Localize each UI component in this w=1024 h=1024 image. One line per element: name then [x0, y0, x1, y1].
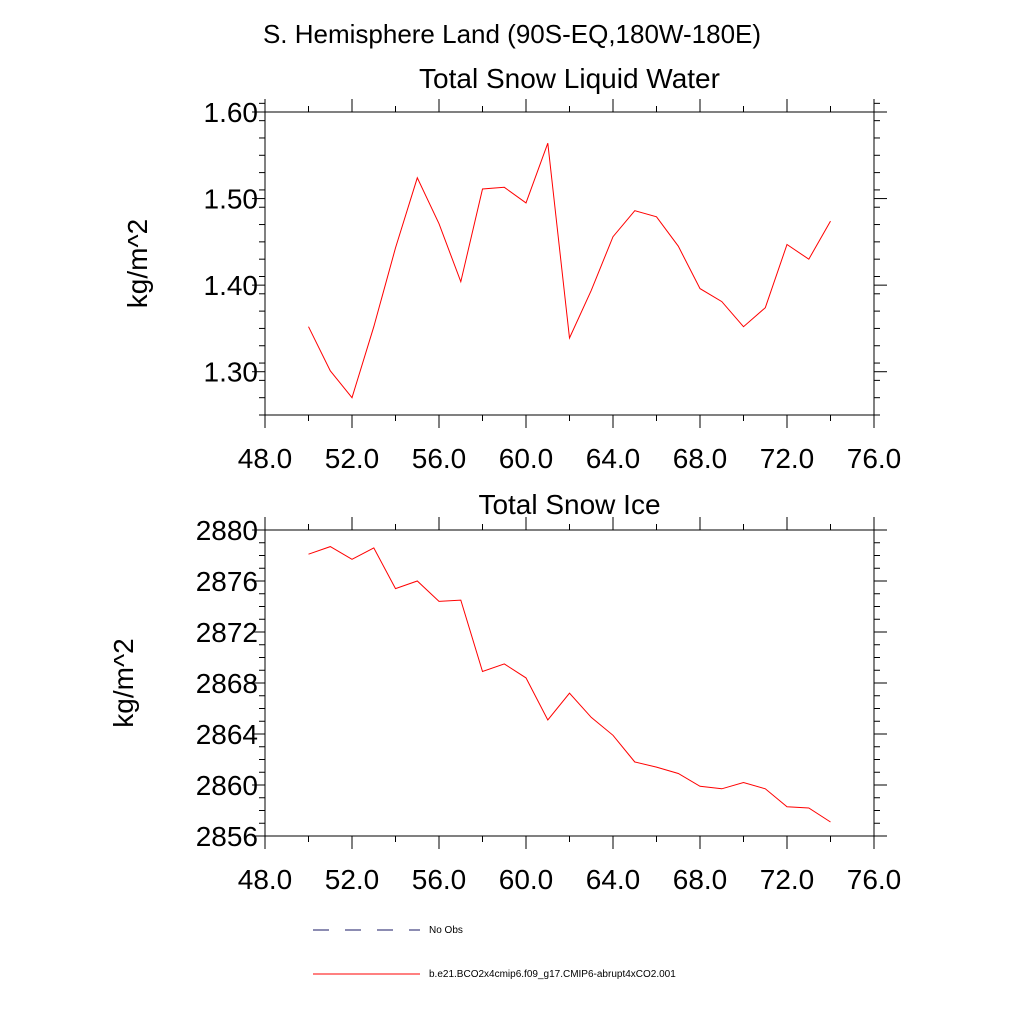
- x-tick-label: 52.0: [325, 443, 380, 474]
- x-tick-label: 68.0: [673, 864, 728, 895]
- y-tick-label: 2864: [196, 719, 258, 750]
- panel-title: Total Snow Ice: [478, 489, 660, 520]
- x-tick-label: 76.0: [847, 443, 902, 474]
- x-tick-label: 76.0: [847, 864, 902, 895]
- y-tick-label: 2880: [196, 515, 258, 546]
- y-tick-label: 2868: [196, 668, 258, 699]
- legend: No Obs b.e21.BCO2x4cmip6.f09_g17.CMIP6-a…: [313, 925, 676, 980]
- snow-ice-panel: Total Snow Ice 48.0 52.0 56.0 60.0 64.0 68.0 72…: [108, 489, 901, 895]
- y-tick-label: 2872: [196, 617, 258, 648]
- legend-model-label: b.e21.BCO2x4cmip6.f09_g17.CMIP6-abrupt4x…: [429, 969, 676, 980]
- x-tick-label: 48.0: [238, 864, 293, 895]
- y-tick-label: 1.30: [204, 357, 259, 388]
- y-tick-label: 2876: [196, 566, 258, 597]
- legend-no-obs-label: No Obs: [429, 925, 463, 936]
- panel-title: Total Snow Liquid Water: [419, 63, 720, 94]
- plot-frame: [264, 529, 875, 837]
- y-tick-label: 1.60: [204, 97, 259, 128]
- y-tick-label: 2860: [196, 770, 258, 801]
- x-tick-label: 60.0: [499, 864, 554, 895]
- series-line: [308, 143, 831, 399]
- x-tick-label: 64.0: [586, 443, 641, 474]
- x-tick-label: 64.0: [586, 864, 641, 895]
- x-tick-label: 60.0: [499, 443, 554, 474]
- y-tick-label: 1.40: [204, 270, 259, 301]
- x-tick-label: 52.0: [325, 864, 380, 895]
- x-tick-label: 56.0: [412, 443, 467, 474]
- series-line: [308, 546, 831, 823]
- x-tick-label: 72.0: [760, 864, 815, 895]
- y-axis-label: kg/m^2: [122, 219, 153, 308]
- y-axis-label: kg/m^2: [108, 638, 139, 727]
- x-tick-label: 56.0: [412, 864, 467, 895]
- x-tick-label: 48.0: [238, 443, 293, 474]
- x-tick-label: 72.0: [760, 443, 815, 474]
- y-tick-label: 1.50: [204, 184, 259, 215]
- figure-title: S. Hemisphere Land (90S-EQ,180W-180E): [263, 19, 761, 49]
- plot-frame: [264, 111, 875, 416]
- y-tick-label: 2856: [196, 821, 258, 852]
- snow-liquid-water-panel: Total Snow Liquid Water 48.0 52.0 56.0 60.0 6…: [122, 63, 901, 474]
- x-tick-label: 68.0: [673, 443, 728, 474]
